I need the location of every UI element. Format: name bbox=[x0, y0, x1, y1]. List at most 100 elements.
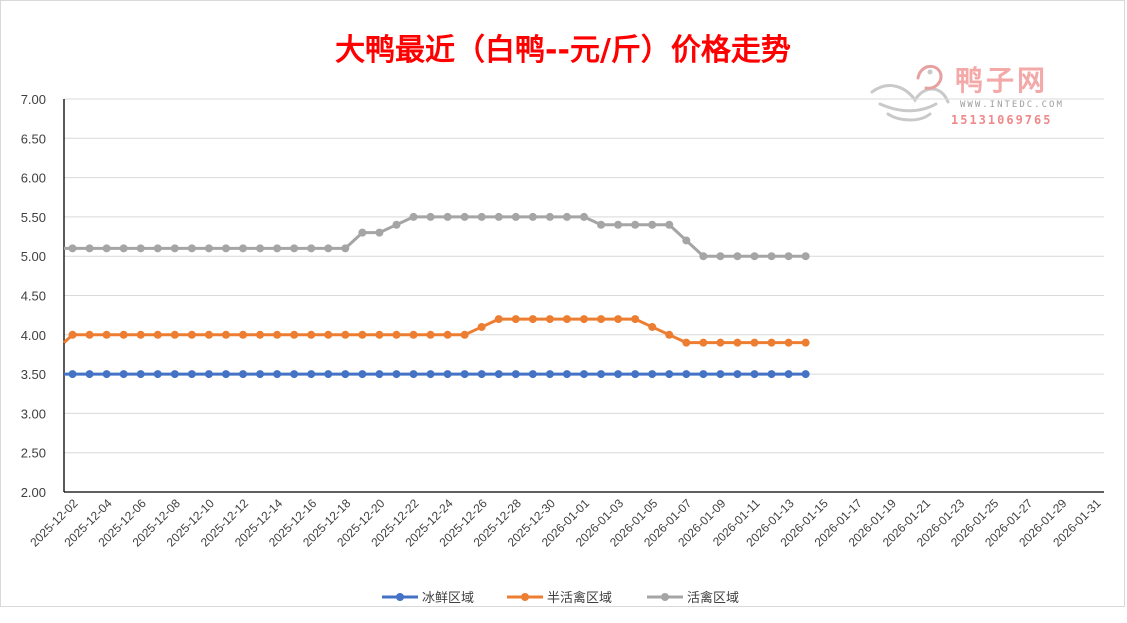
data-point bbox=[733, 252, 742, 261]
series-1 bbox=[64, 370, 810, 379]
data-point bbox=[256, 330, 265, 339]
data-point bbox=[375, 370, 384, 379]
data-point bbox=[460, 330, 469, 339]
data-point bbox=[614, 315, 623, 324]
data-point bbox=[699, 338, 708, 347]
data-point bbox=[324, 244, 333, 253]
data-point bbox=[460, 370, 469, 379]
data-point bbox=[85, 330, 94, 339]
data-point bbox=[239, 370, 248, 379]
data-point bbox=[341, 330, 350, 339]
data-point bbox=[614, 370, 623, 379]
data-point bbox=[204, 244, 213, 253]
data-point bbox=[477, 370, 486, 379]
data-point bbox=[665, 370, 674, 379]
data-point bbox=[665, 330, 674, 339]
watermark-site-text: WWW.INTEDC.COM bbox=[960, 100, 1064, 110]
data-point bbox=[426, 212, 435, 221]
data-point bbox=[136, 244, 145, 253]
data-point bbox=[801, 252, 810, 261]
data-point bbox=[545, 212, 554, 221]
data-point bbox=[426, 330, 435, 339]
watermark-phone-text: 15131069765 bbox=[951, 113, 1052, 127]
data-point bbox=[511, 370, 520, 379]
y-tick-label: 4.50 bbox=[21, 289, 46, 304]
data-point bbox=[580, 370, 588, 379]
data-point bbox=[409, 370, 418, 379]
data-point bbox=[426, 370, 435, 379]
y-axis-tick-labels: 7.00 6.50 6.00 5.50 5.00 4.50 4.00 3.50 3.00 2.50… bbox=[21, 92, 46, 500]
data-point bbox=[750, 370, 759, 379]
data-point bbox=[767, 338, 776, 347]
data-point bbox=[597, 370, 606, 379]
data-point bbox=[597, 315, 606, 324]
data-point bbox=[375, 228, 384, 237]
data-point bbox=[273, 370, 282, 379]
data-point bbox=[324, 370, 333, 379]
series-3 bbox=[64, 212, 810, 261]
data-point bbox=[784, 370, 793, 379]
y-tick-label: 5.50 bbox=[21, 210, 46, 225]
data-point bbox=[290, 330, 299, 339]
y-tick-label: 2.50 bbox=[21, 446, 46, 461]
data-point bbox=[733, 370, 742, 379]
data-point bbox=[153, 370, 162, 379]
legend-swatch-marker bbox=[521, 593, 529, 601]
data-point bbox=[341, 244, 350, 253]
data-point bbox=[409, 330, 418, 339]
data-point bbox=[221, 244, 230, 253]
data-point bbox=[716, 338, 725, 347]
data-point bbox=[273, 330, 282, 339]
data-point bbox=[119, 330, 128, 339]
data-point bbox=[801, 338, 810, 347]
y-tick-label: 6.50 bbox=[21, 131, 46, 146]
data-point bbox=[221, 370, 230, 379]
data-point bbox=[102, 330, 111, 339]
data-point bbox=[85, 370, 94, 379]
data-point bbox=[494, 370, 503, 379]
data-point bbox=[204, 370, 213, 379]
data-point bbox=[562, 370, 571, 379]
data-point bbox=[597, 220, 606, 229]
data-point bbox=[460, 212, 469, 221]
data-point bbox=[256, 244, 265, 253]
gridlines bbox=[64, 98, 1104, 454]
legend-swatch-marker bbox=[661, 593, 669, 601]
data-point bbox=[750, 338, 759, 347]
data-point bbox=[119, 370, 128, 379]
y-tick-label: 7.00 bbox=[21, 92, 46, 107]
data-point bbox=[699, 252, 708, 261]
data-point bbox=[477, 322, 486, 331]
data-point bbox=[136, 370, 145, 379]
data-point bbox=[68, 244, 77, 253]
data-point bbox=[580, 315, 588, 324]
data-point bbox=[580, 212, 588, 221]
data-point bbox=[221, 330, 230, 339]
data-point bbox=[341, 370, 350, 379]
data-point bbox=[443, 370, 452, 379]
data-point bbox=[392, 330, 401, 339]
legend-label: 冰鲜区域 bbox=[422, 591, 474, 606]
data-point bbox=[545, 315, 554, 324]
duck-logo-icon bbox=[870, 64, 950, 122]
data-point bbox=[307, 330, 316, 339]
data-point bbox=[528, 315, 537, 324]
data-point bbox=[562, 315, 571, 324]
data-point bbox=[716, 370, 725, 379]
data-point bbox=[102, 244, 111, 253]
axes bbox=[63, 99, 1104, 493]
site-watermark: 鸭子网 WWW.INTEDC.COM 15131069765 bbox=[870, 64, 1064, 127]
data-point bbox=[682, 370, 691, 379]
data-point bbox=[784, 252, 793, 261]
data-point bbox=[528, 370, 537, 379]
data-point bbox=[733, 338, 742, 347]
y-tick-label: 3.00 bbox=[21, 406, 46, 421]
chart-title: 大鸭最近（白鸭--元/斤）价格走势 bbox=[335, 33, 791, 68]
y-tick-label: 6.00 bbox=[21, 171, 46, 186]
data-point bbox=[187, 330, 196, 339]
data-point bbox=[239, 244, 248, 253]
data-point bbox=[648, 322, 657, 331]
data-point bbox=[784, 338, 793, 347]
y-tick-label: 4.00 bbox=[21, 328, 46, 343]
data-point bbox=[648, 370, 657, 379]
